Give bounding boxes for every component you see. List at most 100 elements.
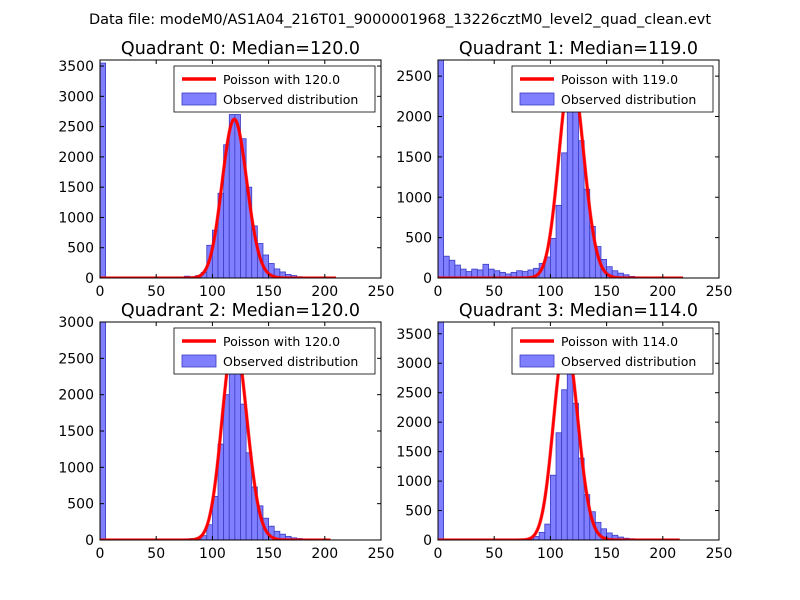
legend-bar-label: Observed distribution [561, 354, 696, 369]
y-tick-label: 2000 [396, 415, 432, 431]
legend-bar-label: Observed distribution [561, 92, 696, 107]
y-tick-label: 3500 [396, 327, 432, 343]
y-tick-label: 2000 [396, 110, 432, 126]
y-tick-label: 1000 [58, 210, 94, 226]
x-tick-label: 250 [706, 546, 733, 562]
subplot-title: Quadrant 0: Median=120.0 [121, 39, 360, 59]
y-tick-label: 1500 [58, 424, 94, 440]
legend-bar-label: Observed distribution [223, 354, 358, 369]
x-tick-label: 100 [199, 546, 226, 562]
x-tick-label: 200 [649, 284, 676, 300]
legend: Poisson with 120.0 Observed distribution [173, 327, 376, 375]
histogram-bar [566, 352, 574, 541]
histogram-bar [561, 389, 568, 541]
y-tick-label: 2000 [58, 388, 94, 404]
subplot-quadrant-0: Quadrant 0: Median=120.00 50 100 150 200 2500… [58, 39, 394, 300]
y-tick-label: 500 [405, 231, 432, 247]
panels-container: Quadrant 0: Median=120.00 50 100 150 200 2500… [58, 39, 732, 562]
legend-line-label: Poisson with 120.0 [223, 334, 340, 349]
histogram-bar [555, 204, 563, 279]
histogram-bar [550, 474, 557, 541]
y-tick-label: 500 [405, 504, 432, 520]
y-tick-label: 3000 [58, 89, 94, 105]
y-tick-label: 1000 [58, 460, 94, 476]
histogram-bar [240, 403, 247, 541]
y-tick-label: 3000 [58, 315, 94, 331]
histogram-bar [437, 321, 445, 541]
histogram-bar [448, 259, 456, 279]
x-tick-label: 0 [434, 284, 443, 300]
x-tick-label: 100 [199, 284, 226, 300]
y-tick-label: 500 [67, 241, 94, 257]
x-tick-label: 0 [96, 546, 105, 562]
y-tick-label: 2500 [58, 351, 94, 367]
subplot-quadrant-2: Quadrant 2: Median=120.00 50 100 150 200 2500… [58, 301, 394, 562]
y-tick-label: 1000 [396, 190, 432, 206]
x-tick-label: 150 [593, 284, 620, 300]
histogram-bar [544, 523, 551, 541]
subplot-title: Quadrant 1: Median=119.0 [459, 39, 698, 59]
y-tick-label: 0 [85, 271, 94, 287]
poisson-curve [100, 118, 337, 278]
y-tick-label: 0 [423, 533, 432, 549]
legend: Poisson with 119.0 Observed distribution [511, 65, 714, 113]
histogram-bar [482, 263, 489, 279]
x-tick-label: 200 [311, 284, 338, 300]
y-tick-label: 1500 [396, 150, 432, 166]
x-tick-label: 250 [368, 546, 395, 562]
x-tick-label: 150 [593, 546, 620, 562]
x-tick-label: 50 [147, 284, 165, 300]
histogram-bar [437, 59, 445, 279]
histogram-bar [550, 238, 557, 279]
histogram-bar [538, 531, 546, 541]
legend-line-label: Poisson with 119.0 [561, 72, 678, 87]
legend-bar-swatch [519, 92, 555, 106]
x-tick-label: 0 [96, 284, 105, 300]
y-tick-label: 3500 [58, 59, 94, 75]
x-tick-label: 200 [649, 546, 676, 562]
subplot-title: Quadrant 3: Median=114.0 [459, 301, 698, 321]
x-tick-label: 0 [434, 546, 443, 562]
x-tick-label: 50 [485, 546, 503, 562]
y-tick-label: 1500 [396, 445, 432, 461]
x-tick-label: 250 [706, 284, 733, 300]
x-tick-label: 200 [311, 546, 338, 562]
legend-line-label: Poisson with 120.0 [223, 72, 340, 87]
legend: Poisson with 120.0 Observed distribution [173, 65, 376, 113]
poisson-curve [438, 70, 684, 278]
x-tick-label: 100 [537, 546, 564, 562]
figure-suptitle: Data file: modeM0/AS1A04_216T01_90000019… [89, 12, 711, 28]
y-tick-label: 2000 [58, 150, 94, 166]
histogram-bar [223, 394, 230, 541]
axes-frame [99, 59, 382, 279]
histogram-bar [234, 360, 241, 541]
y-tick-label: 2500 [58, 120, 94, 136]
legend-bar-swatch [181, 354, 217, 368]
histogram-bar [228, 114, 236, 279]
x-tick-label: 100 [537, 284, 564, 300]
histogram-bar [99, 62, 107, 279]
legend-bar-swatch [519, 354, 555, 368]
x-tick-label: 250 [368, 284, 395, 300]
axes-frame [437, 59, 720, 279]
y-tick-label: 0 [423, 271, 432, 287]
histogram-bar [561, 152, 568, 279]
x-tick-label: 50 [147, 546, 165, 562]
x-tick-label: 150 [255, 546, 282, 562]
y-tick-label: 500 [67, 497, 94, 513]
subplot-quadrant-3: Quadrant 3: Median=114.00 50 100 150 200 2500… [396, 301, 732, 562]
legend: Poisson with 114.0 Observed distribution [511, 327, 714, 375]
y-tick-label: 3000 [396, 356, 432, 372]
y-tick-label: 1500 [58, 180, 94, 196]
x-tick-label: 150 [255, 284, 282, 300]
y-tick-label: 1000 [396, 474, 432, 490]
y-tick-label: 2500 [396, 386, 432, 402]
subplot-title: Quadrant 2: Median=120.0 [121, 301, 360, 321]
legend-bar-label: Observed distribution [223, 92, 358, 107]
y-tick-label: 2500 [396, 69, 432, 85]
axes-frame [437, 321, 720, 541]
histogram-bar [454, 264, 461, 279]
y-tick-label: 0 [85, 533, 94, 549]
legend-bar-swatch [181, 92, 217, 106]
